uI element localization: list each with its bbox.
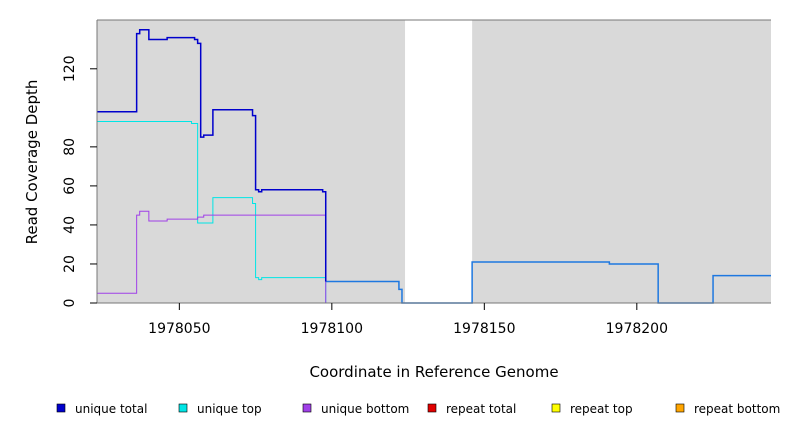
legend-item-unique-top: unique top: [178, 402, 262, 416]
x-tick-label: 1978150: [453, 321, 515, 337]
y-tick-label: 80: [62, 138, 78, 156]
legend-item-repeat-total: repeat total: [427, 402, 516, 416]
series-line-unique-bottom: [97, 210, 327, 303]
gap-region-0: [405, 20, 473, 303]
y-tick-label: 20: [62, 255, 78, 273]
legend-swatch: [551, 403, 561, 413]
y-tick-label: 120: [62, 55, 78, 82]
legend-label: repeat top: [570, 402, 633, 416]
legend-swatch: [302, 403, 312, 413]
x-tick-label: 1978050: [148, 321, 210, 337]
legend-label: repeat bottom: [694, 402, 780, 416]
plot-area: [97, 20, 771, 303]
legend-swatch: [675, 403, 685, 413]
legend-item-repeat-bottom: repeat bottom: [675, 402, 780, 416]
legend-label: unique total: [75, 402, 147, 416]
series-line-unique-total: [97, 29, 327, 282]
legend-item-repeat-top: repeat top: [551, 402, 633, 416]
x-tick-label: 1978200: [606, 321, 668, 337]
y-axis-label: Read Coverage Depth: [23, 80, 41, 245]
legend-item-unique-bottom: unique bottom: [302, 402, 409, 416]
y-tick-label: 0: [62, 299, 78, 308]
legend-label: unique top: [197, 402, 262, 416]
x-tick-label: 1978100: [301, 321, 363, 337]
y-tick-label: 60: [62, 177, 78, 195]
series-line-unique-top: [97, 120, 327, 303]
legend: unique total unique top unique bottom repea…: [56, 402, 780, 416]
legend-label: repeat total: [446, 402, 516, 416]
legend-swatch: [56, 403, 66, 413]
y-tick-label: 40: [62, 216, 78, 234]
legend-label: unique bottom: [321, 402, 409, 416]
legend-swatch: [427, 403, 437, 413]
legend-swatch: [178, 403, 188, 413]
legend-item-unique-total: unique total: [56, 402, 147, 416]
x-axis-label: Coordinate in Reference Genome: [309, 363, 558, 381]
axes: 1978050 1978100 1978150 1978200 0 20 40 60 80 120: [62, 19, 771, 337]
